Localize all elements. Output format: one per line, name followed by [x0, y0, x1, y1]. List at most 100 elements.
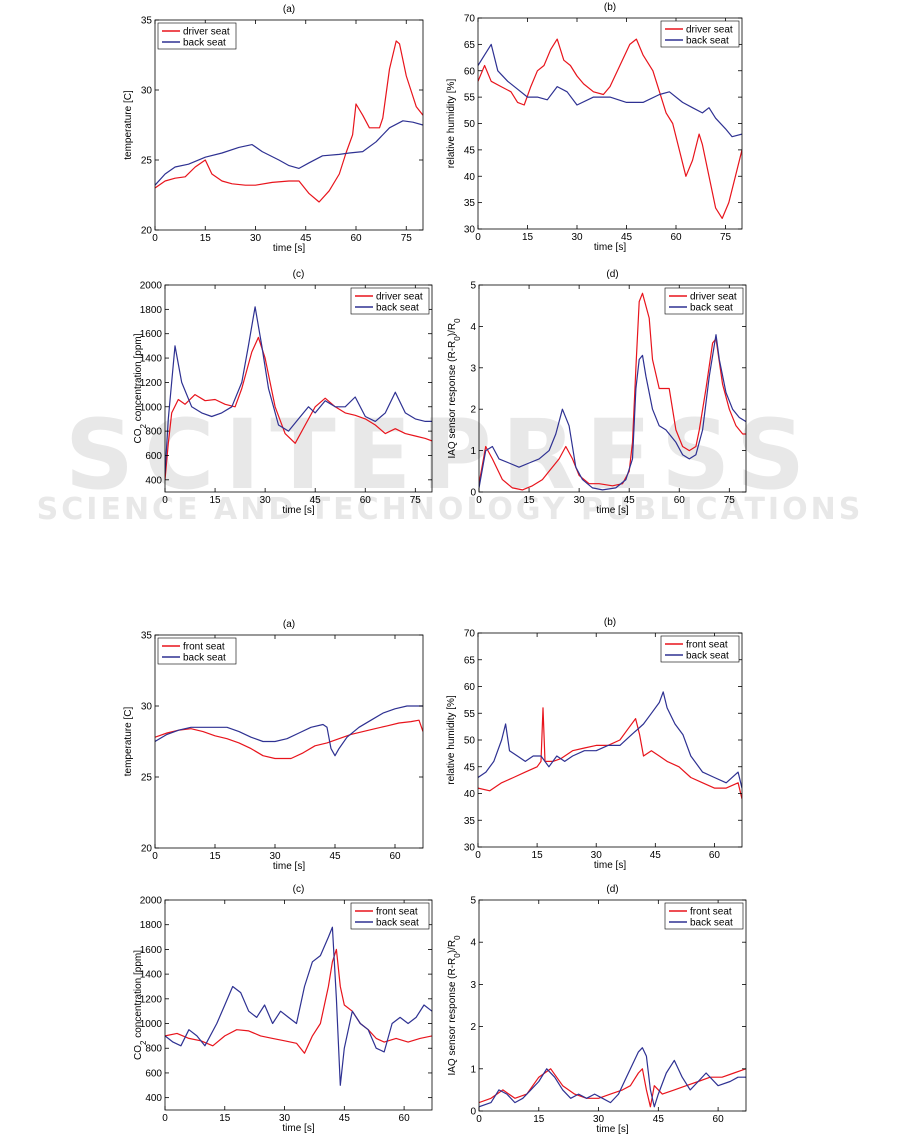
- y-tick-label: 0: [470, 488, 476, 499]
- y-tick-label: 70: [464, 14, 476, 25]
- y-tick-label: 60: [464, 66, 476, 77]
- y-tick-label: 55: [464, 709, 476, 720]
- legend-entry: back seat: [376, 303, 419, 314]
- x-axis-label: time [s]: [282, 1123, 314, 1134]
- y-tick-label: 65: [464, 655, 476, 666]
- x-axis-label: time [s]: [596, 505, 628, 516]
- x-tick-label: 15: [210, 495, 222, 506]
- y-tick-label: 4: [470, 322, 476, 333]
- x-tick-label: 30: [574, 495, 586, 506]
- x-tick-label: 60: [389, 851, 401, 862]
- x-tick-label: 45: [650, 850, 662, 861]
- series-line-front-seat: [479, 1068, 746, 1108]
- y-axis-label: relative humidity [%]: [446, 79, 457, 169]
- x-axis-label: time [s]: [594, 860, 626, 871]
- plot-frame: [154, 19, 424, 231]
- y-tick-label: 5: [470, 896, 476, 907]
- series-line-front-seat: [478, 707, 742, 800]
- y-tick-label: 30: [141, 86, 153, 97]
- y-axis-label: relative humidity [%]: [446, 695, 457, 785]
- legend-box: [664, 902, 744, 930]
- legend-entry: front seat: [686, 640, 728, 651]
- y-axis-label: IAQ sensor response (R-R0)/R0: [447, 935, 462, 1076]
- plot-frame: [154, 634, 424, 849]
- x-tick-label: 0: [476, 495, 482, 506]
- plot-frame: [164, 284, 433, 493]
- x-tick-label: 0: [476, 1114, 482, 1125]
- plot-frame: [477, 17, 743, 230]
- x-tick-label: 15: [532, 850, 544, 861]
- chart-panel-3: (c) 0 15 30 45 60 75 400 600 800 1000 1200 1400 1600 1…: [133, 269, 433, 516]
- x-tick-label: 60: [670, 232, 682, 243]
- x-tick-label: 45: [310, 495, 322, 506]
- y-tick-label: 35: [464, 198, 476, 209]
- x-tick-label: 60: [709, 850, 721, 861]
- x-tick-label: 75: [401, 233, 413, 244]
- y-tick-label: 20: [141, 226, 153, 237]
- x-tick-label: 30: [571, 232, 583, 243]
- y-tick-label: 4: [470, 938, 476, 949]
- x-tick-label: 30: [260, 495, 272, 506]
- series-line-back-seat: [479, 334, 746, 491]
- chart-caption: (a): [283, 619, 295, 630]
- y-tick-label: 1400: [140, 970, 163, 981]
- watermark-sub: SCIENCE AND TECHNOLOGY PUBLICATIONS: [37, 492, 864, 527]
- y-tick-label: 70: [464, 629, 476, 640]
- legend-box: [157, 22, 237, 50]
- y-axis-label: CO2 concentration [ppm]: [133, 333, 148, 443]
- y-tick-label: 2: [470, 1022, 476, 1033]
- y-tick-label: 50: [464, 119, 476, 130]
- chart-caption: (c): [293, 269, 305, 280]
- x-tick-label: 30: [250, 233, 262, 244]
- plot-frame: [477, 632, 743, 848]
- x-tick-label: 0: [162, 1113, 168, 1124]
- legend-box: [350, 902, 430, 930]
- y-tick-label: 40: [464, 789, 476, 800]
- y-tick-label: 1600: [140, 329, 163, 340]
- y-tick-label: 40: [464, 172, 476, 183]
- legend-entry: back seat: [690, 918, 733, 929]
- series-line-back-seat: [478, 691, 742, 789]
- x-axis-label: time [s]: [594, 242, 626, 253]
- x-tick-label: 75: [410, 495, 422, 506]
- y-tick-label: 65: [464, 40, 476, 51]
- series-line-driver-seat: [155, 40, 423, 203]
- y-tick-label: 400: [145, 475, 162, 486]
- y-tick-label: 60: [464, 682, 476, 693]
- y-tick-label: 3: [470, 980, 476, 991]
- y-tick-label: 45: [464, 145, 476, 156]
- series-line-back-seat: [165, 926, 432, 1086]
- chart-caption: (b): [604, 2, 616, 13]
- y-tick-label: 3: [470, 363, 476, 374]
- x-tick-label: 45: [339, 1113, 351, 1124]
- y-tick-label: 35: [141, 631, 153, 642]
- y-tick-label: 1600: [140, 945, 163, 956]
- y-tick-label: 35: [464, 816, 476, 827]
- legend-entry: back seat: [690, 303, 733, 314]
- y-tick-label: 2000: [140, 281, 163, 292]
- chart-panel-5: (a) 0 15 30 45 60 20 25 30 35 time [s] temperature …: [123, 619, 424, 872]
- y-axis-label: CO2 concentration [ppm]: [133, 950, 148, 1060]
- y-tick-label: 0: [470, 1107, 476, 1118]
- legend-entry: back seat: [183, 38, 226, 49]
- x-axis-label: time [s]: [282, 505, 314, 516]
- y-tick-label: 2: [470, 405, 476, 416]
- series-line-back-seat: [478, 43, 742, 138]
- chart-caption: (d): [606, 884, 618, 895]
- x-tick-label: 30: [591, 850, 603, 861]
- x-axis-label: time [s]: [273, 861, 305, 872]
- chart-panel-6: (b) 0 15 30 45 60 30 35 40 45 50 55 60 65 70 time [s] re…: [446, 617, 743, 871]
- series-line-front-seat: [155, 719, 423, 760]
- y-tick-label: 1800: [140, 305, 163, 316]
- legend-box: [660, 635, 740, 663]
- legend-entry: front seat: [376, 907, 418, 918]
- x-tick-label: 30: [279, 1113, 291, 1124]
